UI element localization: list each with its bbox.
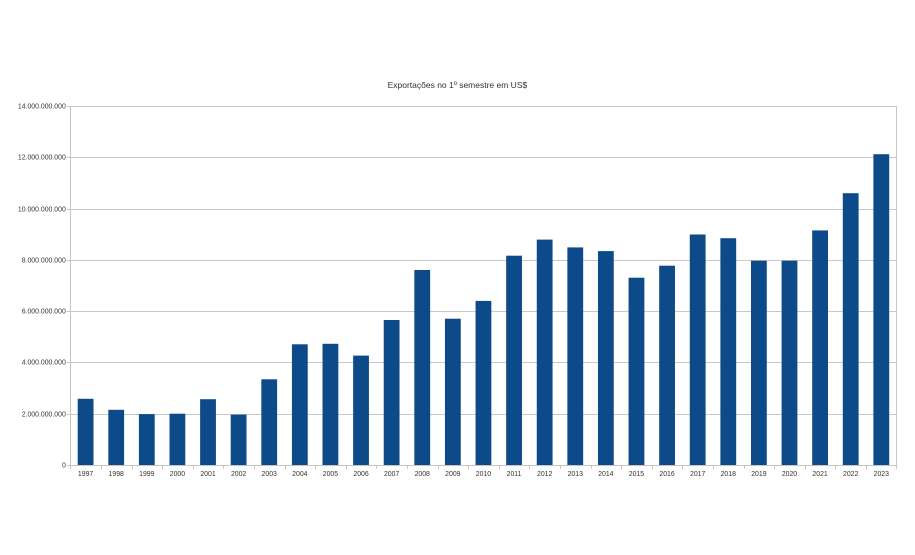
svg-text:2001: 2001	[200, 471, 215, 478]
svg-text:6.000.000.000: 6.000.000.000	[22, 308, 66, 315]
svg-text:1998: 1998	[109, 471, 124, 478]
svg-text:12.000.000.000: 12.000.000.000	[18, 154, 66, 161]
svg-text:2008: 2008	[415, 471, 430, 478]
svg-text:2012: 2012	[537, 471, 552, 478]
svg-text:2022: 2022	[843, 471, 858, 478]
svg-text:2007: 2007	[384, 471, 399, 478]
svg-text:2020: 2020	[782, 471, 797, 478]
svg-text:2003: 2003	[262, 471, 277, 478]
svg-text:2021: 2021	[812, 471, 827, 478]
svg-text:Exportações no 1º semestre em: Exportações no 1º semestre em US$	[388, 80, 528, 90]
svg-text:2002: 2002	[231, 471, 246, 478]
svg-text:14.000.000.000: 14.000.000.000	[18, 103, 66, 110]
svg-text:2018: 2018	[721, 471, 736, 478]
svg-text:2014: 2014	[598, 471, 613, 478]
svg-text:2010: 2010	[476, 471, 491, 478]
svg-text:2019: 2019	[751, 471, 766, 478]
svg-text:10.000.000.000: 10.000.000.000	[18, 206, 66, 213]
svg-text:2004: 2004	[292, 471, 307, 478]
svg-text:2015: 2015	[629, 471, 644, 478]
svg-text:2013: 2013	[568, 471, 583, 478]
svg-text:1999: 1999	[139, 471, 154, 478]
svg-text:2005: 2005	[323, 471, 338, 478]
svg-text:2.000.000.000: 2.000.000.000	[22, 411, 66, 418]
svg-text:2000: 2000	[170, 471, 185, 478]
svg-text:2006: 2006	[353, 471, 368, 478]
svg-text:0: 0	[62, 462, 66, 469]
svg-text:4.000.000.000: 4.000.000.000	[22, 359, 66, 366]
svg-text:2009: 2009	[445, 471, 460, 478]
svg-text:1997: 1997	[78, 471, 93, 478]
svg-text:2011: 2011	[507, 471, 522, 478]
svg-text:2016: 2016	[659, 471, 674, 478]
svg-text:2023: 2023	[874, 471, 889, 478]
svg-text:8.000.000.000: 8.000.000.000	[22, 257, 66, 264]
svg-text:2017: 2017	[690, 471, 705, 478]
